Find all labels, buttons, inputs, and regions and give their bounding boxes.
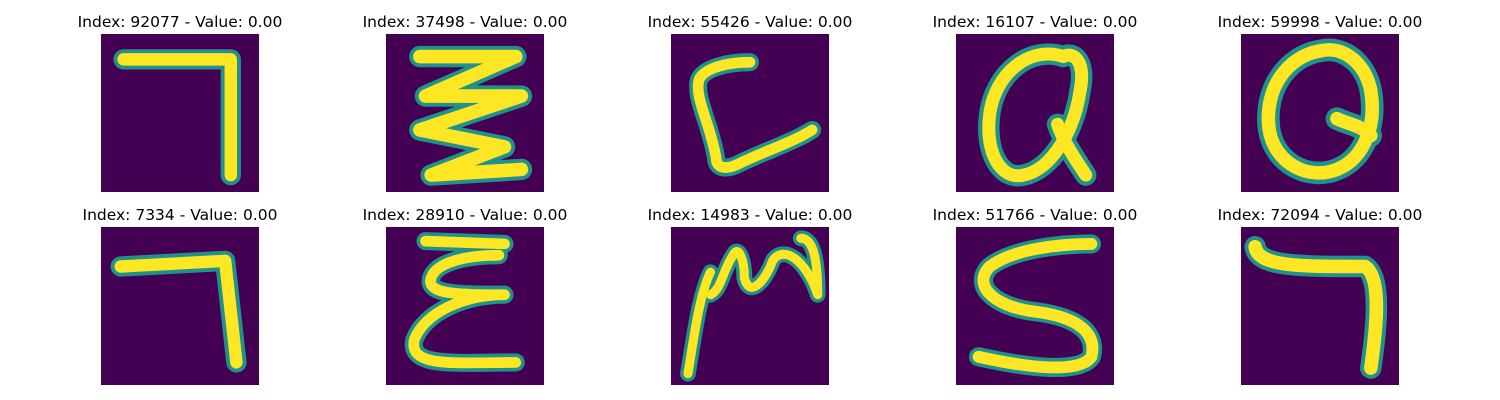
digit-image [671,227,829,385]
panel-4: Index: 16107 - Value: 0.00 [905,12,1165,202]
digit-image [1241,34,1399,192]
digit-image [386,34,544,192]
panel-title: Index: 59998 - Value: 0.00 [1217,13,1423,31]
panel-title: Index: 14983 - Value: 0.00 [647,206,853,224]
panel-title: Index: 51766 - Value: 0.00 [932,206,1138,224]
panel-3: Index: 55426 - Value: 0.00 [620,12,880,202]
panel-7: Index: 28910 - Value: 0.00 [335,205,595,395]
panel-5: Index: 59998 - Value: 0.00 [1190,12,1450,202]
digit-image [671,34,829,192]
digit-image [1241,227,1399,385]
panel-title: Index: 37498 - Value: 0.00 [362,13,568,31]
panel-title: Index: 28910 - Value: 0.00 [362,206,568,224]
digit-image [956,227,1114,385]
digit-image [101,227,259,385]
panel-9: Index: 51766 - Value: 0.00 [905,205,1165,395]
digit-image [101,34,259,192]
panel-title: Index: 16107 - Value: 0.00 [932,13,1138,31]
panel-10: Index: 72094 - Value: 0.00 [1190,205,1450,395]
panel-2: Index: 37498 - Value: 0.00 [335,12,595,202]
panel-title: Index: 7334 - Value: 0.00 [82,206,278,224]
digit-image [386,227,544,385]
panel-title: Index: 55426 - Value: 0.00 [647,13,853,31]
digit-image [956,34,1114,192]
panel-1: Index: 92077 - Value: 0.00 [50,12,310,202]
panel-title: Index: 92077 - Value: 0.00 [77,13,283,31]
panel-8: Index: 14983 - Value: 0.00 [620,205,880,395]
panel-6: Index: 7334 - Value: 0.00 [50,205,310,395]
panel-title: Index: 72094 - Value: 0.00 [1217,206,1423,224]
